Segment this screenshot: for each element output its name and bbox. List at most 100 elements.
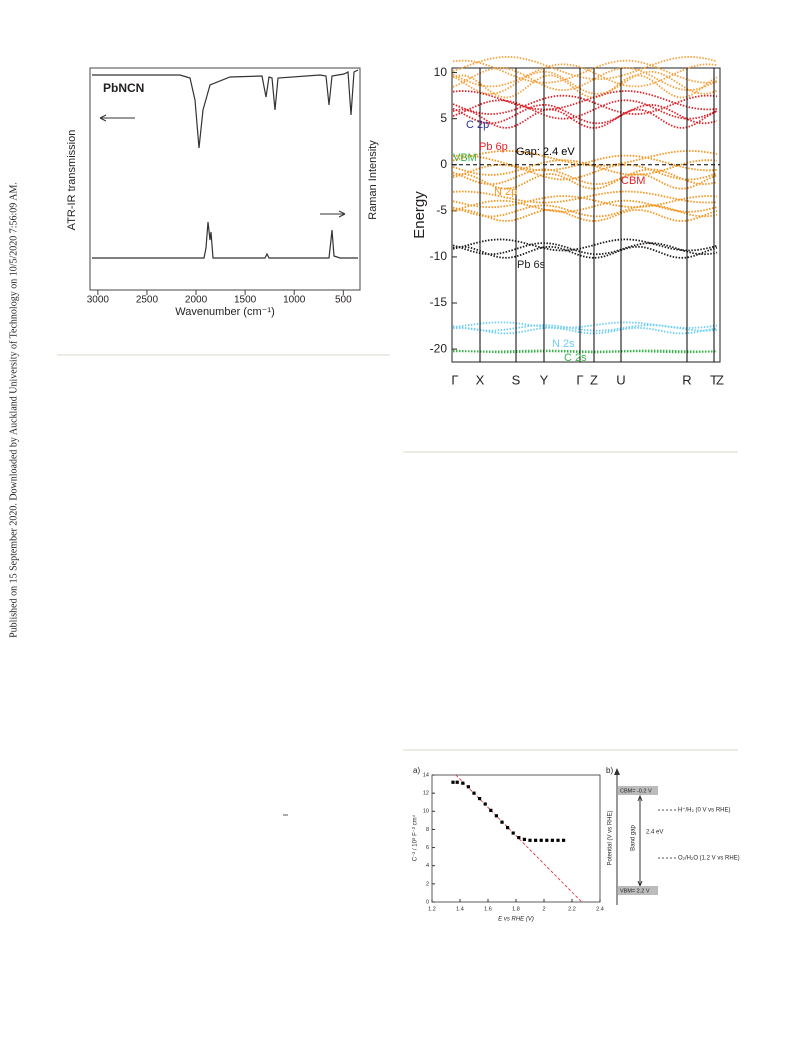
vbm-label: VBM= 2.2 V: [620, 888, 650, 894]
band: [452, 168, 718, 186]
band: [452, 199, 718, 213]
band: [452, 94, 718, 116]
point: [517, 835, 521, 840]
point: [472, 791, 476, 795]
point: [534, 838, 538, 842]
h2-label: H⁺/H₂ (0 V vs RHE): [678, 807, 731, 814]
band: [452, 350, 718, 354]
y-tick-label: 2: [426, 881, 429, 887]
band: [452, 90, 718, 111]
y-tick-label: 4: [426, 863, 429, 869]
annotation: C 2p: [466, 119, 489, 131]
potential-label: Potential (V vs RHE): [608, 810, 614, 865]
band: [452, 242, 718, 256]
band: [452, 321, 718, 329]
point: [528, 838, 532, 842]
y-tick-label: -15: [430, 295, 448, 309]
point: [483, 802, 487, 806]
point: [466, 785, 470, 789]
x-tick-label: 1.2: [428, 906, 436, 912]
band: [452, 326, 718, 335]
x-tick-label: Z: [716, 372, 724, 387]
annotation: CBM: [621, 175, 645, 187]
o2-label: O₂/H₂O (1.2 V vs RHE): [678, 856, 740, 862]
band: [452, 195, 718, 209]
band-gap-label: Band gap: [631, 824, 637, 850]
band: [452, 108, 718, 129]
x-tick-label: R: [682, 372, 691, 387]
band: [453, 349, 717, 353]
band: [452, 55, 718, 80]
x-tick-label: 2: [542, 906, 545, 912]
panel-label: a): [413, 766, 420, 775]
point: [550, 838, 554, 842]
figure3: a) b) E vs RHE (V) C⁻² / 10⁸ F⁻² cm⁴ Pot…: [412, 766, 740, 922]
band: [452, 74, 718, 99]
annotation: Pb 6p: [479, 141, 508, 153]
x-tick-label: 2500: [136, 295, 159, 306]
x-tick-label: Z: [590, 372, 598, 387]
sidebar: Published on 15 September 2020. Download…: [8, 182, 19, 638]
y-tick-label: 8: [426, 827, 429, 833]
y-tick-label: 10: [423, 809, 429, 815]
x-tick-label: Γ: [451, 372, 458, 387]
point: [500, 820, 504, 824]
sample-label: PbNCN: [103, 81, 144, 95]
band: [452, 59, 718, 84]
x-tick-label: 500: [335, 295, 352, 306]
point: [556, 838, 560, 842]
band: [452, 99, 718, 120]
x-tick-label: 1500: [234, 295, 257, 306]
x-tick-label: 1.8: [512, 906, 520, 912]
band: [452, 173, 718, 190]
y-tick-label: 5: [440, 111, 447, 125]
point: [562, 838, 566, 842]
cbm-box: [618, 786, 658, 795]
band: [452, 190, 718, 204]
raman-curve: [92, 221, 358, 259]
annotation: N 2p: [494, 186, 517, 198]
annotation: VBM: [453, 152, 477, 164]
x-tick-label: X: [476, 372, 485, 387]
point: [506, 826, 510, 830]
y-tick-label: -20: [430, 341, 448, 355]
y-tick-label: 6: [426, 845, 429, 851]
point: [494, 814, 498, 818]
y-axis-label: C⁻² / 10⁸ F⁻² cm⁴: [412, 814, 419, 861]
band: [452, 63, 718, 88]
point: [451, 780, 455, 784]
point: [545, 838, 549, 842]
arrow: [99, 114, 135, 122]
figure1: PbNCN Wavenumber (cm⁻¹) ATR-IR transmiss…: [66, 67, 379, 318]
y2-axis-label: Raman Intensity: [367, 140, 379, 220]
y-tick-label: 0: [440, 157, 447, 171]
band: [452, 159, 718, 176]
band: [452, 204, 718, 218]
y-tick-label: -10: [430, 249, 448, 263]
cbm-label: CBM= -0.2 V: [620, 788, 652, 794]
y-tick-label: 10: [434, 65, 448, 79]
band: [452, 245, 718, 259]
x-tick-label: T: [710, 372, 718, 387]
vbm-box: [618, 886, 658, 895]
band: [452, 103, 718, 125]
y-axis-label: ATR-IR transmission: [66, 130, 78, 231]
point: [522, 837, 526, 842]
arrow: [614, 768, 620, 775]
point: [478, 796, 482, 801]
point: [511, 831, 515, 835]
y-tick-label: 0: [426, 899, 429, 905]
point: [489, 808, 493, 812]
x-tick-label: 1000: [283, 295, 306, 306]
y-axis-label: Energy: [411, 191, 428, 239]
band: [452, 208, 718, 222]
annotation: C 2s: [564, 352, 587, 364]
point: [539, 838, 543, 842]
y-tick-label: 14: [423, 772, 429, 778]
gap-label: 2.4 eV: [646, 830, 663, 836]
x-tick-label: 2.2: [568, 906, 576, 912]
annotation: Gap: 2.4 eV: [516, 146, 575, 158]
band: [452, 238, 718, 252]
